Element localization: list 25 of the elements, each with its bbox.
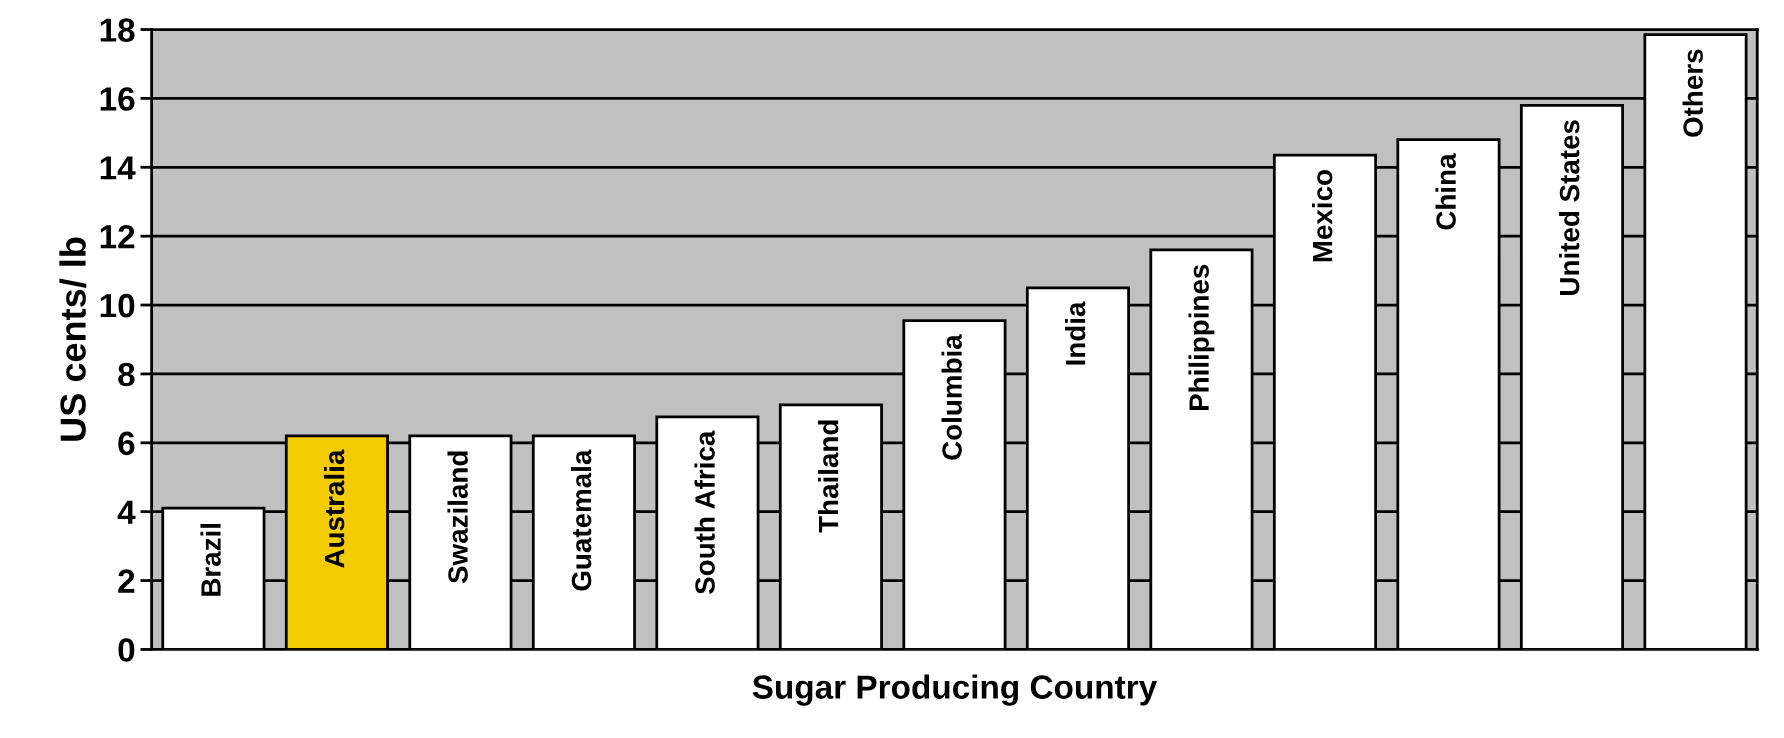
x-tick-label: China — [1435, 153, 1456, 230]
x-tick-label: Mexico — [1312, 170, 1333, 262]
x-tick-label: Guatemala — [570, 449, 592, 591]
x-tick-label: Columbia — [941, 334, 962, 460]
y-tick-label: 2 — [118, 569, 135, 593]
x-tick-label: Philippines — [1188, 264, 1215, 411]
y-tick-label: 14 — [100, 156, 136, 180]
x-tick-label: Swaziland — [447, 451, 468, 584]
x-tick-label: Australia — [323, 449, 345, 568]
y-tick-label: 12 — [100, 224, 135, 249]
x-tick-label: India — [1065, 301, 1086, 365]
y-tick-label: 4 — [117, 500, 136, 524]
x-tick-label: Thailand — [817, 420, 839, 533]
y-tick-label: 8 — [118, 362, 135, 387]
x-tick-label: South Africa — [694, 430, 715, 595]
x-tick-label: United States — [1559, 120, 1580, 295]
x-tick-label: Others — [1682, 49, 1703, 137]
y-tick-label: 10 — [100, 293, 135, 318]
y-tick-label: 18 — [100, 18, 135, 42]
y-axis-title: US cents/ lb — [59, 237, 87, 441]
y-tick-label: 0 — [118, 638, 135, 662]
x-axis-title: Sugar Producing Country — [752, 674, 1158, 706]
y-tick-label: 6 — [118, 431, 135, 456]
y-tick-label: 16 — [100, 87, 135, 111]
x-tick-label: Brazil — [200, 523, 221, 596]
